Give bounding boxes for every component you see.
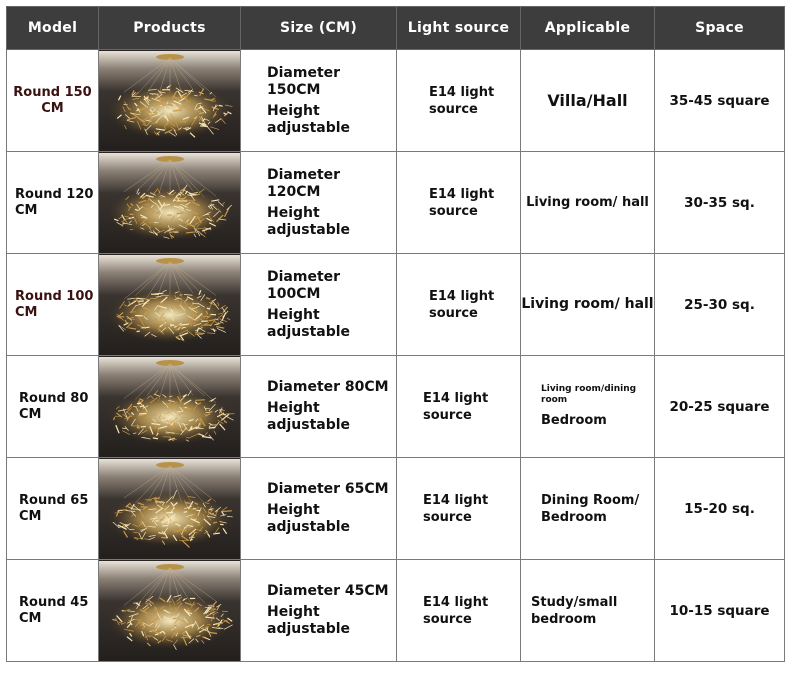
size-diameter: Diameter 120CM xyxy=(267,166,341,200)
applicable-cell: Living room/ hall xyxy=(520,253,655,356)
light-source-cell: E14 light source xyxy=(396,559,521,662)
applicable-small-text: Living room/dining room xyxy=(541,384,637,405)
table-row: Round 65 CM Diameter 65CM Height adjustab… xyxy=(6,457,785,560)
size-cell: Diameter 100CM Height adjustable xyxy=(240,253,397,356)
size-height: Height adjustable xyxy=(267,102,351,136)
size-diameter: Diameter 80CM xyxy=(267,379,389,395)
product-image xyxy=(98,151,241,254)
chandelier-image xyxy=(99,254,240,355)
header-space: Space xyxy=(654,6,785,50)
size-height: Height adjustable xyxy=(267,204,351,238)
chandelier-image xyxy=(99,356,240,457)
header-model: Model xyxy=(6,6,99,50)
size-cell: Diameter 150CM Height adjustable xyxy=(240,49,397,152)
space-cell: 30-35 sq. xyxy=(654,151,785,254)
applicable-cell: Study/small bedroom xyxy=(520,559,655,662)
chandelier-image xyxy=(99,50,240,151)
model-cell: Round 100 CM xyxy=(6,253,99,356)
product-image xyxy=(98,253,241,356)
product-image xyxy=(98,457,241,560)
light-source-cell: E14 light source xyxy=(396,355,521,458)
header-row: Model Products Size (CM) Light source Ap… xyxy=(6,6,785,50)
chandelier-image xyxy=(99,152,240,253)
size-height: Height adjustable xyxy=(267,502,351,535)
light-source-cell: E14 light source xyxy=(396,49,521,152)
model-cell: Round 45 CM xyxy=(6,559,99,662)
table-row: Round 100 CM Diameter 100CM Height adjust… xyxy=(6,253,785,356)
model-cell: Round 150 CM xyxy=(6,49,99,152)
size-diameter: Diameter 100CM xyxy=(267,268,341,302)
chandelier-image xyxy=(99,560,240,661)
size-diameter: Diameter 150CM xyxy=(267,64,341,98)
applicable-text: Bedroom xyxy=(541,413,607,428)
chandelier-image xyxy=(99,458,240,559)
space-cell: 20-25 square xyxy=(654,355,785,458)
size-height: Height adjustable xyxy=(267,306,351,340)
table-row: Round 120 CM Diameter 120CM Height adjust… xyxy=(6,151,785,254)
light-source-cell: E14 light source xyxy=(396,151,521,254)
header-applicable: Applicable xyxy=(520,6,655,50)
size-cell: Diameter 65CM Height adjustable xyxy=(240,457,397,560)
space-cell: 15-20 sq. xyxy=(654,457,785,560)
applicable-cell: Living room/dining room Bedroom xyxy=(520,355,655,458)
header-products: Products xyxy=(98,6,241,50)
table-row: Round 45 CM Diameter 45CM Height adjustab… xyxy=(6,559,785,662)
size-cell: Diameter 80CM Height adjustable xyxy=(240,355,397,458)
light-source-cell: E14 light source xyxy=(396,457,521,560)
product-image xyxy=(98,49,241,152)
spec-table-wrapper: Model Products Size (CM) Light source Ap… xyxy=(6,6,785,662)
model-cell: Round 65 CM xyxy=(6,457,99,560)
applicable-cell: Dining Room/ Bedroom xyxy=(520,457,655,560)
light-source-cell: E14 light source xyxy=(396,253,521,356)
header-size: Size (CM) xyxy=(240,6,397,50)
space-cell: 10-15 square xyxy=(654,559,785,662)
size-cell: Diameter 120CM Height adjustable xyxy=(240,151,397,254)
space-cell: 35-45 square xyxy=(654,49,785,152)
size-cell: Diameter 45CM Height adjustable xyxy=(240,559,397,662)
applicable-cell: Villa/Hall xyxy=(520,49,655,152)
size-diameter: Diameter 65CM xyxy=(267,481,389,497)
product-image xyxy=(98,559,241,662)
table-row: Round 80 CM Diameter 80CM Height adjustab… xyxy=(6,355,785,458)
size-height: Height adjustable xyxy=(267,604,351,637)
table-row: Round 150 CM Diameter 150CM Height adjust… xyxy=(6,49,785,152)
applicable-cell: Living room/ hall xyxy=(520,151,655,254)
model-cell: Round 120 CM xyxy=(6,151,99,254)
model-cell: Round 80 CM xyxy=(6,355,99,458)
header-light-source: Light source xyxy=(396,6,521,50)
size-height: Height adjustable xyxy=(267,400,351,433)
size-diameter: Diameter 45CM xyxy=(267,583,389,599)
space-cell: 25-30 sq. xyxy=(654,253,785,356)
product-image xyxy=(98,355,241,458)
chandelier-spec-table: Model Products Size (CM) Light source Ap… xyxy=(6,6,785,662)
